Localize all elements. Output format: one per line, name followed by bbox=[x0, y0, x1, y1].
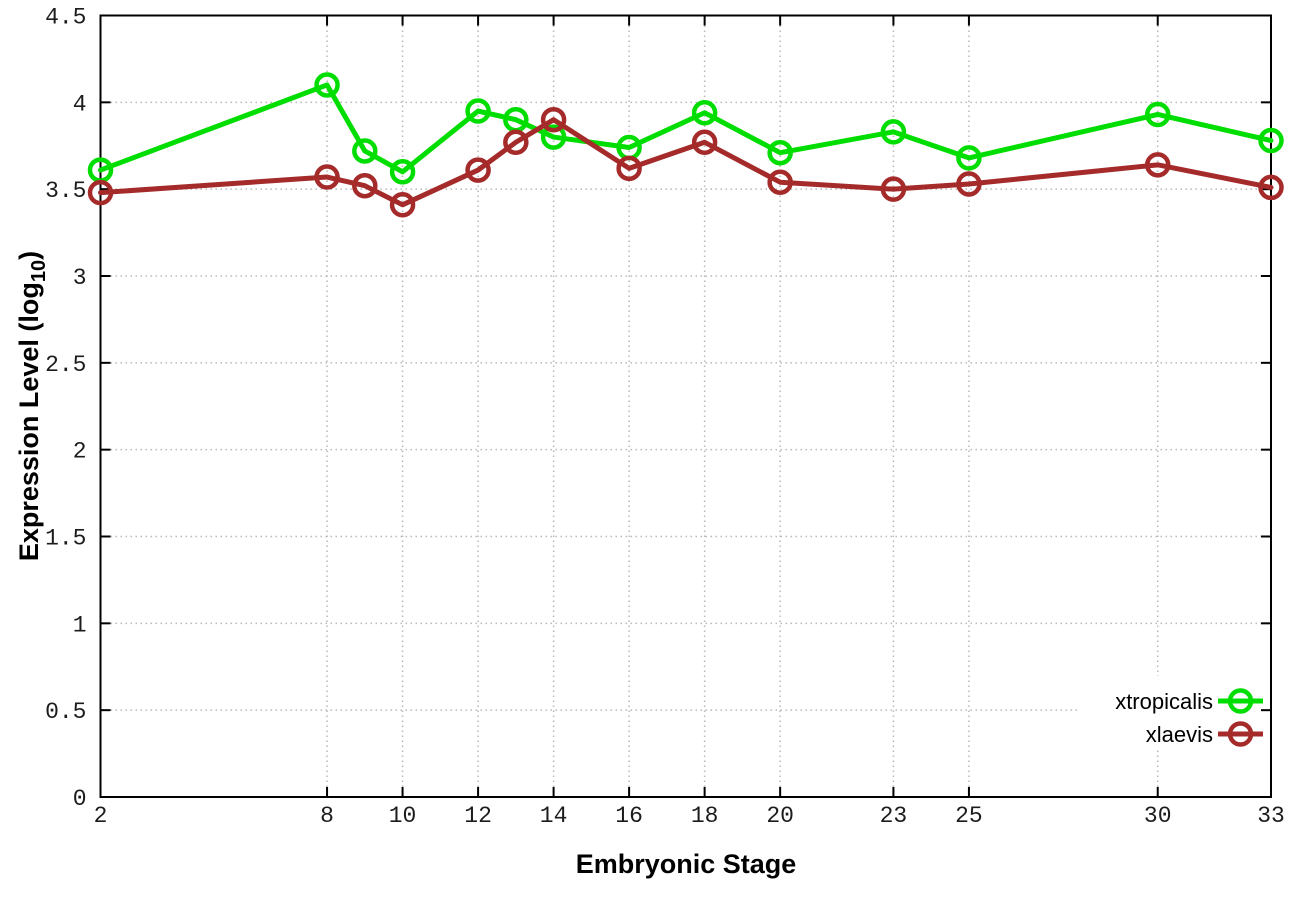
marker-xlaevis bbox=[880, 176, 907, 202]
x-tick-label: 18 bbox=[691, 803, 719, 829]
x-tick-label: 10 bbox=[389, 803, 417, 829]
y-tick-label: 0.5 bbox=[45, 699, 86, 725]
marker-xtropicalis bbox=[767, 139, 793, 166]
marker-xtropicalis bbox=[956, 145, 982, 171]
marker-xlaevis bbox=[87, 179, 114, 206]
marker-xlaevis bbox=[956, 171, 982, 197]
legend-label-xlaevis: xlaevis bbox=[1146, 722, 1213, 747]
x-tick-label: 33 bbox=[1257, 803, 1285, 829]
y-tick-labels: 0 0.5 1 1.5 2 2.5 3 3.5 4 4.5 bbox=[45, 5, 86, 813]
data-series bbox=[87, 72, 1284, 218]
x-tick-label: 23 bbox=[880, 803, 908, 829]
marker-xlaevis bbox=[1258, 174, 1284, 201]
y-tick-label: 2 bbox=[73, 439, 87, 465]
tick-marks bbox=[99, 14, 1272, 798]
plot-border bbox=[99, 14, 1272, 798]
marker-xlaevis bbox=[352, 172, 378, 199]
x-tick-labels: 2 8 10 12 14 16 18 20 23 25 30 33 bbox=[94, 803, 1285, 829]
marker-xtropicalis bbox=[1144, 101, 1171, 128]
marker-xtropicalis bbox=[314, 72, 340, 98]
y-axis-title-subscript: 10 bbox=[28, 260, 50, 282]
marker-xlaevis bbox=[389, 192, 416, 218]
legend-label-xtropicalis: xtropicalis bbox=[1115, 689, 1213, 714]
gridlines bbox=[100, 15, 1271, 797]
x-tick-label: 25 bbox=[955, 803, 983, 829]
y-tick-label: 3.5 bbox=[45, 178, 86, 204]
y-tick-label: 4.5 bbox=[45, 5, 86, 31]
marker-xlaevis bbox=[540, 106, 567, 133]
series-line-xlaevis bbox=[98, 117, 1274, 208]
y-axis-title: Expression Level (log10) bbox=[14, 251, 50, 561]
marker-xtropicalis bbox=[465, 98, 491, 124]
x-tick-label: 16 bbox=[615, 803, 643, 829]
legend-sample-marker-xtropicalis bbox=[1227, 688, 1254, 714]
axes-frame bbox=[99, 14, 1272, 798]
marker-xtropicalis bbox=[691, 100, 718, 126]
y-tick-label: 1 bbox=[73, 612, 87, 638]
marker-xtropicalis bbox=[352, 138, 378, 164]
x-axis-title: Embryonic Stage bbox=[576, 849, 797, 879]
x-tick-label: 2 bbox=[94, 803, 108, 829]
x-tick-label: 20 bbox=[766, 803, 794, 829]
marker-xtropicalis bbox=[1258, 127, 1284, 154]
y-tick-label: 2.5 bbox=[45, 352, 86, 378]
y-axis-title-main: Expression Level (log bbox=[14, 282, 44, 561]
marker-xtropicalis bbox=[880, 119, 907, 145]
marker-xlaevis bbox=[616, 155, 642, 182]
y-tick-label: 4 bbox=[73, 91, 87, 117]
marker-xlaevis bbox=[691, 129, 718, 156]
marker-xlaevis bbox=[1144, 152, 1171, 178]
legend-samples bbox=[1218, 688, 1263, 747]
marker-xtropicalis bbox=[540, 124, 567, 150]
x-tick-label: 8 bbox=[320, 803, 334, 829]
x-tick-label: 14 bbox=[540, 803, 568, 829]
y-tick-label: 1.5 bbox=[45, 526, 86, 552]
x-tick-label: 30 bbox=[1144, 803, 1172, 829]
y-tick-label: 0 bbox=[73, 786, 87, 812]
y-tick-label: 3 bbox=[73, 265, 87, 291]
y-axis-title-close: ) bbox=[14, 251, 44, 260]
legend-sample-marker-xlaevis bbox=[1227, 721, 1254, 747]
marker-xlaevis bbox=[314, 164, 340, 190]
marker-xlaevis bbox=[465, 157, 491, 183]
series-line-xtropicalis bbox=[98, 82, 1274, 175]
x-tick-label: 12 bbox=[464, 803, 492, 829]
marker-xlaevis bbox=[767, 169, 793, 195]
marker-xtropicalis bbox=[389, 159, 416, 185]
marker-xlaevis bbox=[503, 129, 529, 156]
